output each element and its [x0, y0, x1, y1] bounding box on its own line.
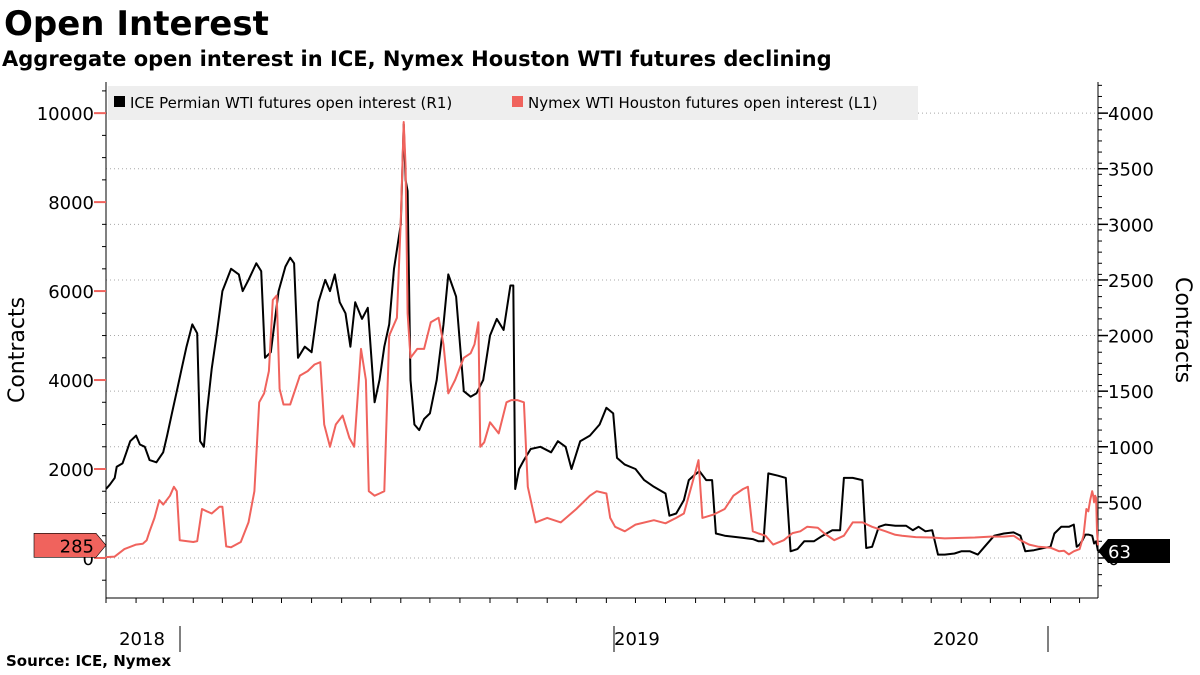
series-group	[105, 121, 1099, 559]
ice-last-value-text: 63	[1108, 542, 1131, 563]
legend-label: Nymex WTI Houston futures open interest …	[528, 94, 878, 112]
series-line-ice-permian	[105, 123, 1099, 556]
left-tick-label: 2000	[48, 460, 94, 481]
ice-last-value-badge	[1098, 538, 1170, 563]
right-tick-label: 1500	[1108, 382, 1154, 403]
nymex-last-value-badge	[33, 532, 107, 558]
source-note: Source: ICE, Nymex	[6, 652, 172, 670]
left-tick-label: 6000	[48, 282, 94, 303]
right-tick-label: 2000	[1108, 327, 1154, 348]
right-tick-label: 1000	[1108, 438, 1154, 459]
x-year-label: 2019	[614, 629, 660, 650]
series-line-nymex-houston	[105, 121, 1099, 559]
left-tick-label: 8000	[48, 193, 94, 214]
right-tick-label: 3500	[1108, 160, 1154, 181]
left-tick-label: 4000	[48, 371, 94, 392]
left-tick-label: 0	[83, 549, 94, 570]
last-value-badges: 285 63	[33, 532, 1170, 563]
chart-title: Open Interest	[4, 4, 269, 44]
chart-subtitle: Aggregate open interest in ICE, Nymex Ho…	[2, 47, 832, 71]
left-axis-title: Contracts	[5, 297, 30, 403]
legend-label: ICE Permian WTI futures open interest (R…	[130, 94, 452, 112]
right-tick-label: 4000	[1108, 104, 1154, 125]
right-tick-label: 500	[1108, 493, 1142, 514]
axes: 0200040006000800010000Contracts050010001…	[5, 82, 1195, 652]
legend-swatch	[114, 96, 125, 107]
right-tick-label: 2500	[1108, 271, 1154, 292]
x-year-label: 2020	[933, 629, 979, 650]
right-axis-title: Contracts	[1170, 277, 1195, 383]
right-tick-label: 3000	[1108, 215, 1154, 236]
legend: ICE Permian WTI futures open interest (R…	[108, 86, 918, 120]
left-tick-label: 10000	[37, 104, 94, 125]
nymex-last-value-text: 285	[60, 536, 94, 557]
x-year-label: 2018	[119, 629, 165, 650]
legend-swatch	[512, 96, 523, 107]
